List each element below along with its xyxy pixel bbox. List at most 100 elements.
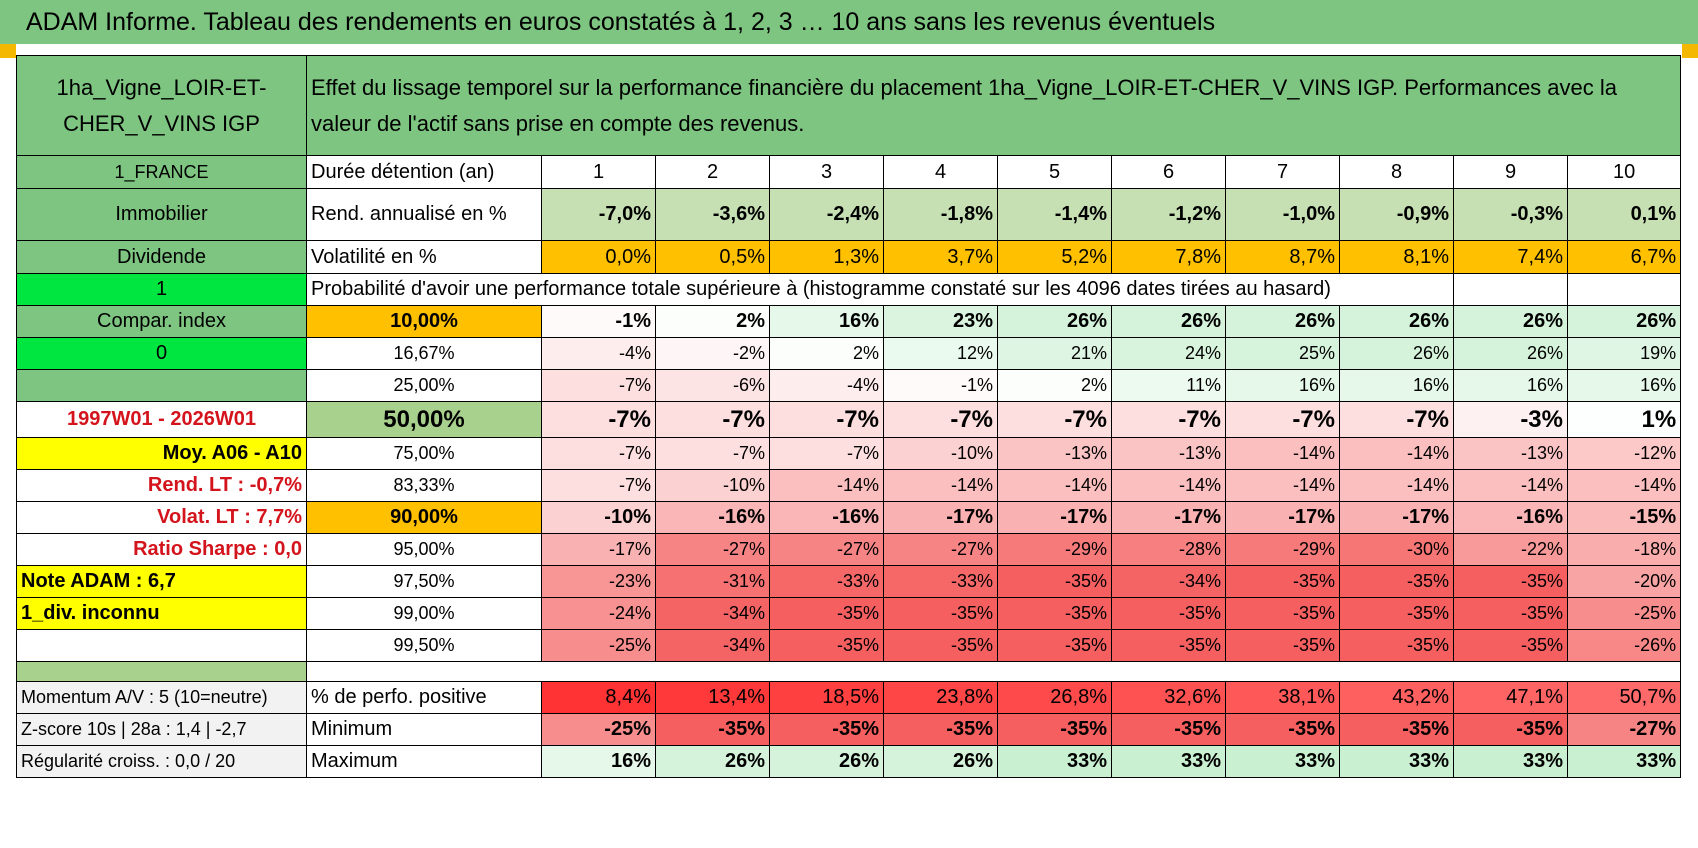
duration-header: 5 (997, 155, 1112, 189)
percentile-value: -17% (1111, 501, 1226, 534)
minimum-value: -35% (769, 713, 884, 746)
rend-value: -3,6% (655, 188, 770, 241)
minimum-value: -35% (1111, 713, 1226, 746)
percentile-value: 23% (883, 305, 998, 338)
percentile-value: -3% (1453, 401, 1568, 438)
minimum-value: -35% (883, 713, 998, 746)
table-row: 99,50% -25% -34% -35% -35% -35% -35% -35% -35% -3… (16, 629, 1682, 662)
percentile-value: -27% (883, 533, 998, 566)
percentile-value: -15% (1566, 501, 1682, 534)
table-row: 1 Probabilité d'avoir une performance tot… (16, 273, 1682, 306)
maximum-label: Maximum (306, 745, 542, 778)
percentile-value: -13% (1111, 437, 1226, 470)
zscore-label: Z-score 10s | 28a : 1,4 | -2,7 (16, 713, 307, 746)
percentile-value: 12% (883, 337, 998, 370)
table-row: 0 16,67% -4% -2% 2% 12% 21% 24% 25% 26% 26% 19% (16, 337, 1682, 370)
percentile-value: -35% (769, 597, 884, 630)
percentile-value: -17% (1339, 501, 1454, 534)
percentile-value: -1% (541, 305, 656, 338)
volatility-value: 8,1% (1339, 240, 1454, 274)
volatility-value: 6,7% (1566, 240, 1682, 274)
percentile-value: -17% (1225, 501, 1340, 534)
table-row: 1ha_Vigne_LOIR-ET-CHER_V_VINS IGP Effet d… (16, 55, 1682, 156)
maximum-value: 33% (1566, 745, 1682, 778)
percentile-value: -14% (1339, 437, 1454, 470)
percentile-value: -4% (769, 369, 884, 402)
rend-value: -2,4% (769, 188, 884, 241)
compar-index-label: Compar. index (16, 305, 307, 338)
volatility-label: Volatilité en % (306, 240, 542, 274)
percentile-label: 50,00% (306, 401, 542, 438)
percentile-value: 25% (1225, 337, 1340, 370)
percentile-value: -23% (541, 565, 656, 598)
moy-label: Moy. A06 - A10 (16, 437, 307, 470)
duration-header: 4 (883, 155, 998, 189)
regularite-label: Régularité croiss. : 0,0 / 20 (16, 745, 307, 778)
percentile-value: -25% (1566, 597, 1682, 630)
percentile-value: -35% (997, 597, 1112, 630)
table-row: 25,00% -7% -6% -4% -1% 2% 11% 16% 16% 16% 16% (16, 369, 1682, 402)
positive-value: 43,2% (1339, 681, 1454, 714)
percentile-value: -14% (769, 469, 884, 502)
percentile-value: 26% (1225, 305, 1340, 338)
percentile-value: -34% (655, 597, 770, 630)
maximum-value: 33% (1111, 745, 1226, 778)
percentile-value: -30% (1339, 533, 1454, 566)
percentile-label: 97,50% (306, 565, 542, 598)
percentile-value: 2% (769, 337, 884, 370)
dividend-status-label: 1_div. inconnu (16, 597, 307, 630)
percentile-value: -35% (1225, 629, 1340, 662)
percentile-value: -2% (655, 337, 770, 370)
sharpe-label: Ratio Sharpe : 0,0 (16, 533, 307, 566)
table-row: Dividende Volatilité en % 0,0% 0,5% 1,3% 3,7%… (16, 240, 1682, 274)
percentile-value: 16% (1453, 369, 1568, 402)
percentile-value: -35% (1453, 629, 1568, 662)
percentile-value: -1% (883, 369, 998, 402)
percentile-value: 2% (997, 369, 1112, 402)
empty-cell (1566, 273, 1682, 306)
percentile-value: -7% (541, 401, 656, 438)
percentile-value: -17% (883, 501, 998, 534)
percentile-value: -35% (1339, 629, 1454, 662)
percentile-value: 26% (1111, 305, 1226, 338)
percentile-value: -17% (997, 501, 1112, 534)
percentile-value: -35% (1339, 565, 1454, 598)
positive-value: 23,8% (883, 681, 998, 714)
maximum-value: 26% (655, 745, 770, 778)
percentile-value: 11% (1111, 369, 1226, 402)
percentile-value: -7% (1111, 401, 1226, 438)
percentile-label: 99,50% (306, 629, 542, 662)
percentile-value: -35% (1111, 629, 1226, 662)
percentile-value: -7% (541, 437, 656, 470)
percentile-value: -7% (997, 401, 1112, 438)
percentile-value: -35% (1225, 565, 1340, 598)
duration-header: 2 (655, 155, 770, 189)
positive-value: 32,6% (1111, 681, 1226, 714)
probability-header: Probabilité d'avoir une performance tota… (306, 273, 1454, 306)
volat-lt-label: Volat. LT : 7,7% (16, 501, 307, 534)
percentile-value: 24% (1111, 337, 1226, 370)
percentile-value: -35% (1225, 597, 1340, 630)
table-row: Volat. LT : 7,7% 90,00% -10% -16% -16% -17% -1… (16, 501, 1682, 534)
percentile-value: -35% (1453, 565, 1568, 598)
table-row: Immobilier Rend. annualisé en % -7,0% -3,6%… (16, 188, 1682, 241)
percentile-value: -14% (1225, 437, 1340, 470)
percentile-value: -29% (997, 533, 1112, 566)
maximum-value: 26% (769, 745, 884, 778)
positive-value: 47,1% (1453, 681, 1568, 714)
table-row: Compar. index 10,00% -1% 2% 16% 23% 26% 26% 26% 2… (16, 305, 1682, 338)
duration-header: 10 (1566, 155, 1682, 189)
minimum-value: -35% (1225, 713, 1340, 746)
percentile-value: -7% (769, 437, 884, 470)
period-label: 1997W01 - 2026W01 (16, 401, 307, 438)
volatility-value: 1,3% (769, 240, 884, 274)
duration-header: 7 (1225, 155, 1340, 189)
percentile-label: 83,33% (306, 469, 542, 502)
minimum-value: -35% (655, 713, 770, 746)
duration-header: 8 (1339, 155, 1454, 189)
percentile-value: -7% (541, 369, 656, 402)
volatility-value: 5,2% (997, 240, 1112, 274)
table-row: 1_FRANCE Durée détention (an) 1 2 3 4 5 6 7 8 9 10 (16, 155, 1682, 189)
percentile-value: -35% (769, 629, 884, 662)
note-adam-label: Note ADAM : 6,7 (16, 565, 307, 598)
